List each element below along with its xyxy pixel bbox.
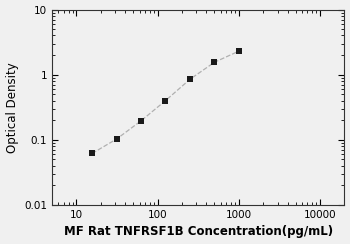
Y-axis label: Optical Density: Optical Density bbox=[6, 62, 19, 153]
Point bbox=[187, 77, 193, 81]
Point bbox=[211, 60, 217, 64]
Point bbox=[89, 152, 95, 155]
Point bbox=[236, 49, 241, 53]
Point bbox=[163, 99, 168, 102]
X-axis label: MF Rat TNFRSF1B Concentration(pg/mL): MF Rat TNFRSF1B Concentration(pg/mL) bbox=[64, 225, 333, 238]
Point bbox=[114, 137, 119, 141]
Point bbox=[138, 119, 144, 123]
